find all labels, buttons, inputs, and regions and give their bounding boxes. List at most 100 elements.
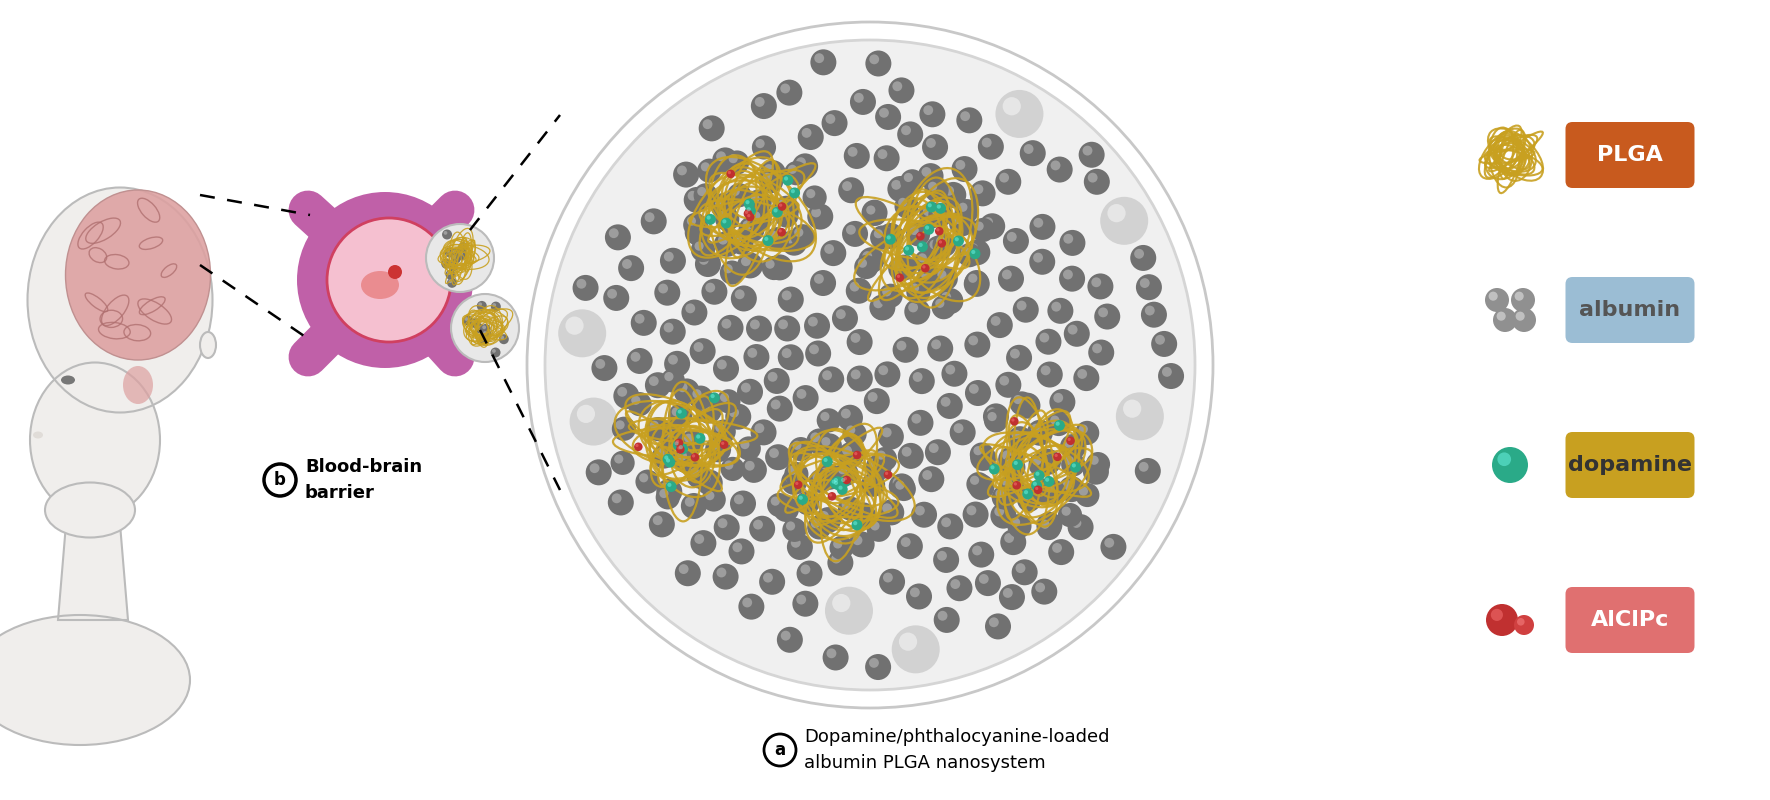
Circle shape	[938, 239, 947, 248]
Circle shape	[717, 518, 727, 528]
Circle shape	[1030, 479, 1055, 505]
Circle shape	[473, 320, 476, 323]
Circle shape	[1012, 297, 1039, 322]
Circle shape	[701, 162, 710, 171]
FancyBboxPatch shape	[1565, 122, 1694, 188]
Circle shape	[759, 569, 786, 594]
Circle shape	[427, 224, 494, 292]
Circle shape	[666, 481, 676, 492]
Circle shape	[894, 194, 919, 218]
Circle shape	[1002, 97, 1021, 115]
Circle shape	[1028, 453, 1053, 477]
Circle shape	[784, 177, 788, 181]
Circle shape	[1023, 144, 1034, 154]
Circle shape	[892, 82, 903, 91]
Circle shape	[796, 494, 807, 505]
Circle shape	[979, 214, 1005, 239]
Circle shape	[809, 344, 820, 354]
Circle shape	[655, 486, 680, 510]
Circle shape	[1032, 482, 1037, 486]
Circle shape	[1046, 157, 1073, 182]
Circle shape	[1005, 459, 1014, 468]
Circle shape	[685, 303, 696, 314]
Circle shape	[444, 231, 448, 234]
Circle shape	[1515, 311, 1524, 321]
Circle shape	[897, 443, 924, 469]
Circle shape	[474, 323, 485, 334]
Circle shape	[874, 104, 901, 130]
Circle shape	[940, 182, 966, 208]
Circle shape	[917, 233, 920, 237]
Text: PLGA: PLGA	[1597, 145, 1664, 165]
Circle shape	[765, 227, 789, 251]
Circle shape	[899, 633, 917, 650]
Circle shape	[850, 502, 876, 528]
Circle shape	[1039, 453, 1050, 462]
Circle shape	[678, 410, 681, 414]
Circle shape	[917, 254, 927, 262]
Circle shape	[726, 150, 749, 174]
Circle shape	[1007, 426, 1032, 450]
Circle shape	[650, 421, 658, 430]
Circle shape	[448, 279, 453, 283]
Circle shape	[867, 518, 890, 542]
Circle shape	[729, 490, 756, 517]
Circle shape	[906, 583, 933, 610]
Circle shape	[770, 497, 781, 506]
Circle shape	[650, 511, 674, 538]
Circle shape	[821, 456, 832, 467]
Circle shape	[781, 469, 807, 495]
Circle shape	[444, 247, 455, 258]
Circle shape	[1009, 391, 1034, 415]
Circle shape	[958, 243, 982, 267]
Circle shape	[851, 333, 860, 343]
Ellipse shape	[200, 332, 216, 358]
Circle shape	[968, 384, 979, 394]
Circle shape	[1028, 249, 1055, 274]
Circle shape	[750, 211, 761, 221]
Circle shape	[1048, 298, 1073, 324]
Circle shape	[795, 482, 798, 485]
Circle shape	[837, 496, 862, 521]
Circle shape	[655, 280, 680, 306]
Circle shape	[1007, 232, 1016, 242]
Circle shape	[791, 538, 800, 548]
Circle shape	[846, 225, 857, 234]
Circle shape	[853, 521, 857, 526]
Circle shape	[1037, 512, 1062, 538]
Circle shape	[897, 122, 924, 147]
Circle shape	[453, 250, 457, 254]
Circle shape	[690, 453, 699, 462]
Circle shape	[1135, 249, 1143, 258]
Circle shape	[963, 271, 989, 297]
Circle shape	[938, 288, 963, 314]
Circle shape	[961, 111, 970, 121]
Circle shape	[917, 265, 943, 291]
Circle shape	[678, 443, 689, 454]
Circle shape	[814, 54, 825, 63]
Circle shape	[896, 481, 904, 490]
Circle shape	[995, 372, 1021, 398]
Circle shape	[798, 494, 809, 504]
Circle shape	[796, 561, 823, 586]
Circle shape	[722, 219, 726, 223]
Circle shape	[662, 454, 674, 465]
Circle shape	[1030, 214, 1055, 240]
Circle shape	[777, 228, 786, 237]
Circle shape	[802, 128, 811, 138]
Circle shape	[1035, 487, 1039, 490]
Circle shape	[676, 440, 680, 443]
Circle shape	[1012, 481, 1021, 490]
Circle shape	[759, 169, 784, 194]
Circle shape	[974, 449, 984, 458]
Circle shape	[727, 183, 750, 207]
Circle shape	[699, 115, 724, 142]
Circle shape	[832, 306, 858, 331]
Circle shape	[1034, 470, 1044, 481]
Circle shape	[729, 154, 738, 163]
Circle shape	[841, 500, 851, 509]
Circle shape	[720, 457, 745, 481]
Circle shape	[1145, 306, 1154, 315]
Circle shape	[904, 298, 931, 325]
Circle shape	[690, 338, 715, 364]
